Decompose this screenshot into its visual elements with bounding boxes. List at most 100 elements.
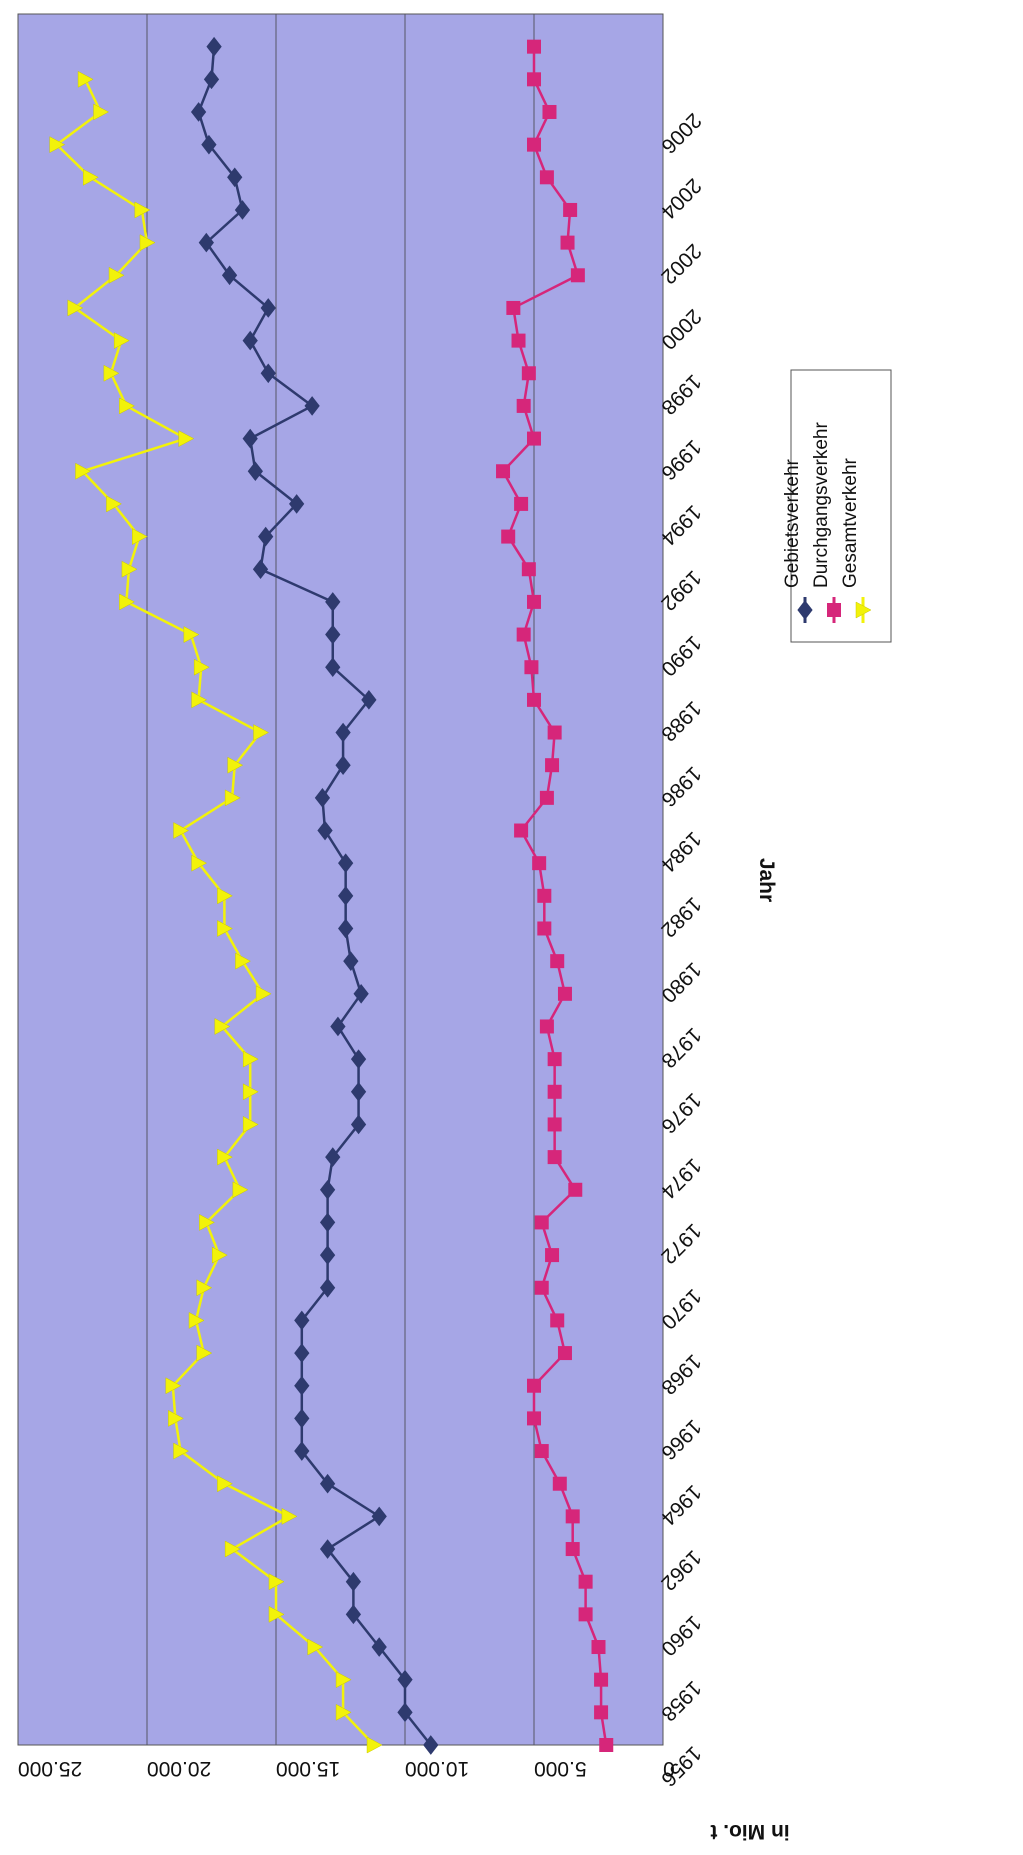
x-tick-label: 2002	[656, 239, 705, 288]
data-point	[397, 1669, 413, 1690]
y-tick-label: 10.000	[405, 1757, 469, 1780]
data-point	[570, 268, 585, 283]
data-point	[203, 69, 220, 90]
y-tick-label: 15.000	[276, 1757, 340, 1780]
data-point	[119, 593, 135, 611]
data-point	[49, 136, 66, 154]
y-tick-label: 0	[663, 1757, 675, 1780]
data-point	[113, 332, 130, 350]
data-point	[338, 853, 354, 873]
data-point	[242, 1050, 259, 1068]
data-point	[139, 234, 156, 252]
data-point	[260, 363, 276, 384]
legend-label: Gebietsverkehr	[782, 458, 803, 588]
data-point	[565, 1542, 580, 1557]
legend-marker	[797, 600, 813, 620]
data-point	[514, 823, 529, 838]
data-point	[516, 627, 531, 642]
data-point	[547, 1084, 562, 1099]
x-tick-label: 1998	[656, 370, 705, 419]
data-point	[168, 1409, 184, 1427]
data-point	[539, 170, 554, 185]
x-tick-label: 1974	[656, 1154, 706, 1204]
data-point	[568, 1182, 583, 1197]
data-point	[527, 692, 541, 707]
x-tick-label: 1982	[656, 892, 705, 941]
data-point	[397, 1702, 413, 1723]
data-point	[350, 1049, 367, 1069]
data-point	[335, 1671, 352, 1689]
data-point	[224, 789, 241, 807]
data-point	[345, 1604, 362, 1625]
data-point	[294, 1375, 310, 1396]
data-point	[557, 986, 572, 1001]
data-point	[217, 1148, 233, 1166]
legend-label: Gesamtverkehr	[840, 457, 861, 588]
data-point	[361, 690, 377, 710]
data-point	[542, 104, 557, 119]
data-point	[338, 886, 354, 906]
data-point	[196, 1344, 213, 1362]
x-tick-label: 1980	[656, 958, 705, 1007]
data-point	[335, 722, 351, 743]
data-point	[221, 265, 238, 286]
data-point	[103, 364, 120, 382]
data-point	[281, 1507, 298, 1525]
data-point	[242, 330, 258, 351]
x-tick-label: 1990	[656, 631, 705, 680]
data-point	[547, 1117, 562, 1132]
data-point	[214, 1018, 231, 1035]
data-point	[423, 1735, 439, 1755]
data-point	[106, 495, 122, 513]
data-point	[119, 397, 135, 415]
y-tick-label: 5.000	[534, 1757, 587, 1780]
data-point	[534, 1280, 549, 1295]
x-tick-label: 2006	[656, 108, 705, 157]
data-point	[121, 560, 138, 578]
data-point	[539, 790, 554, 805]
data-point	[550, 1313, 565, 1328]
data-point	[532, 856, 547, 871]
data-point	[199, 1214, 215, 1231]
data-point	[527, 431, 541, 446]
data-point	[294, 1343, 310, 1363]
x-tick-label: 1994	[656, 500, 706, 550]
data-point	[565, 1509, 580, 1524]
data-point	[325, 657, 341, 678]
data-point	[534, 1444, 549, 1459]
data-point	[330, 1016, 346, 1037]
data-point	[260, 298, 276, 318]
data-point	[496, 464, 511, 479]
data-point	[191, 854, 208, 872]
data-point	[77, 70, 94, 88]
data-point	[335, 755, 351, 776]
y-tick-label: 20.000	[147, 1757, 211, 1780]
data-point	[524, 660, 539, 675]
data-point	[527, 1411, 541, 1426]
data-point	[527, 594, 541, 609]
gridlines	[146, 14, 535, 1745]
data-point	[242, 1083, 259, 1101]
data-point	[206, 36, 222, 57]
data-point	[217, 1475, 233, 1493]
data-point	[537, 888, 552, 903]
legend-box	[790, 369, 892, 643]
data-point	[289, 494, 305, 514]
x-tick-label: 2004	[656, 174, 706, 224]
data-point	[552, 1476, 567, 1491]
x-tick-label: 1988	[656, 696, 705, 745]
data-point	[252, 559, 269, 580]
legend-label: Durchgangsverkehr	[811, 422, 832, 588]
data-point	[527, 39, 541, 54]
plot-area	[17, 13, 664, 1746]
series-gesamtverkehr	[49, 70, 383, 1754]
data-point	[550, 954, 565, 969]
data-point	[560, 235, 575, 250]
data-point	[578, 1574, 593, 1589]
x-tick-label: 1996	[656, 435, 705, 484]
x-tick-label: 1992	[656, 566, 705, 615]
data-point	[294, 1441, 310, 1461]
data-point	[191, 691, 208, 709]
data-point	[319, 1179, 336, 1200]
data-point	[193, 658, 210, 676]
